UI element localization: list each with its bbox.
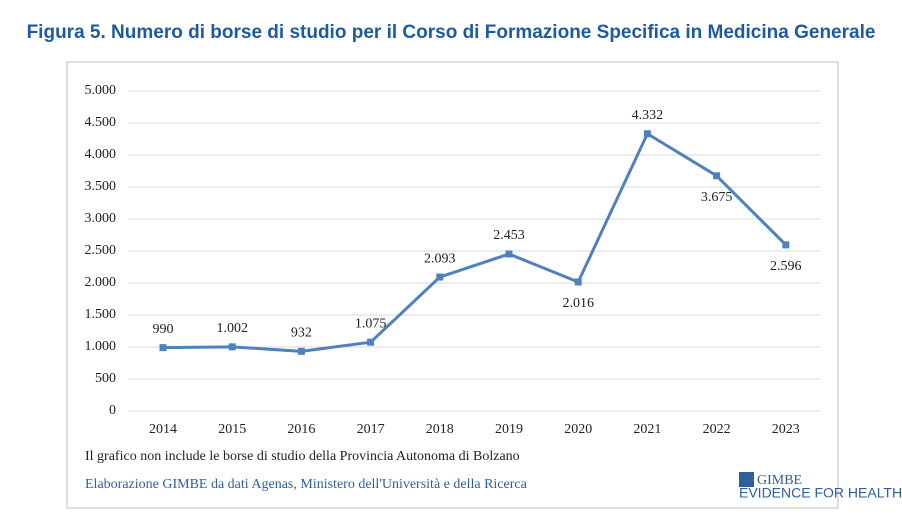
data-label: 2.016	[562, 296, 594, 311]
point	[713, 172, 721, 180]
y-tick-label: 3.000	[85, 211, 117, 226]
data-label: 2.596	[770, 259, 802, 274]
x-tick-label: 2014	[149, 422, 177, 437]
y-tick-label: 0	[109, 403, 116, 418]
line	[162, 132, 787, 353]
point	[228, 343, 236, 351]
y-tick-label: 2.500	[85, 243, 117, 258]
x-tick-label: 2019	[495, 422, 523, 437]
y-tick-label: 3.500	[85, 179, 117, 194]
point	[436, 273, 444, 281]
point	[574, 278, 582, 286]
x-tick-label: 2022	[703, 422, 731, 437]
logo-icon	[739, 472, 754, 487]
y-tick-label: 4.000	[85, 147, 117, 162]
logo-name: GIMBE	[757, 473, 802, 488]
point	[643, 130, 651, 138]
x-tick-label: 2020	[564, 422, 592, 437]
data-label: 4.332	[632, 108, 664, 123]
logo-tagline: EVIDENCE FOR HEALTH	[739, 485, 902, 501]
y-tick-label: 4.500	[85, 115, 117, 130]
y-tick-label: 1.000	[85, 339, 117, 354]
data-label: 932	[291, 326, 312, 341]
data-label: 3.675	[701, 190, 733, 205]
point	[505, 250, 513, 258]
y-tick-label: 5.000	[85, 83, 117, 98]
data-label: 1.075	[355, 316, 387, 331]
data-label: 2.093	[424, 251, 456, 266]
point	[159, 344, 167, 352]
data-label: 1.002	[216, 321, 248, 336]
y-tick-label: 1.500	[85, 307, 117, 322]
logo: GIMBE EVIDENCE FOR HEALTH	[739, 472, 902, 501]
point	[367, 338, 375, 346]
y-tick-label: 2.000	[85, 275, 117, 290]
data-label: 990	[153, 322, 174, 337]
x-tick-label: 2023	[772, 422, 800, 437]
note: Il grafico non include le borse di studi…	[85, 449, 520, 464]
point	[297, 347, 305, 355]
y-tick-label: 500	[95, 371, 116, 386]
x-tick-label: 2018	[426, 422, 454, 437]
x-tick-label: 2016	[287, 422, 315, 437]
x-tick-label: 2017	[357, 422, 385, 437]
chart-frame	[66, 61, 839, 509]
data-label: 2.453	[493, 228, 525, 243]
x-tick-label: 2015	[218, 422, 246, 437]
source: Elaborazione GIMBE da dati Agenas, Minis…	[85, 477, 528, 492]
x-tick-label: 2021	[633, 422, 661, 437]
chart-title: Figura 5. Numero di borse di studio per …	[27, 22, 876, 43]
point	[782, 241, 790, 249]
